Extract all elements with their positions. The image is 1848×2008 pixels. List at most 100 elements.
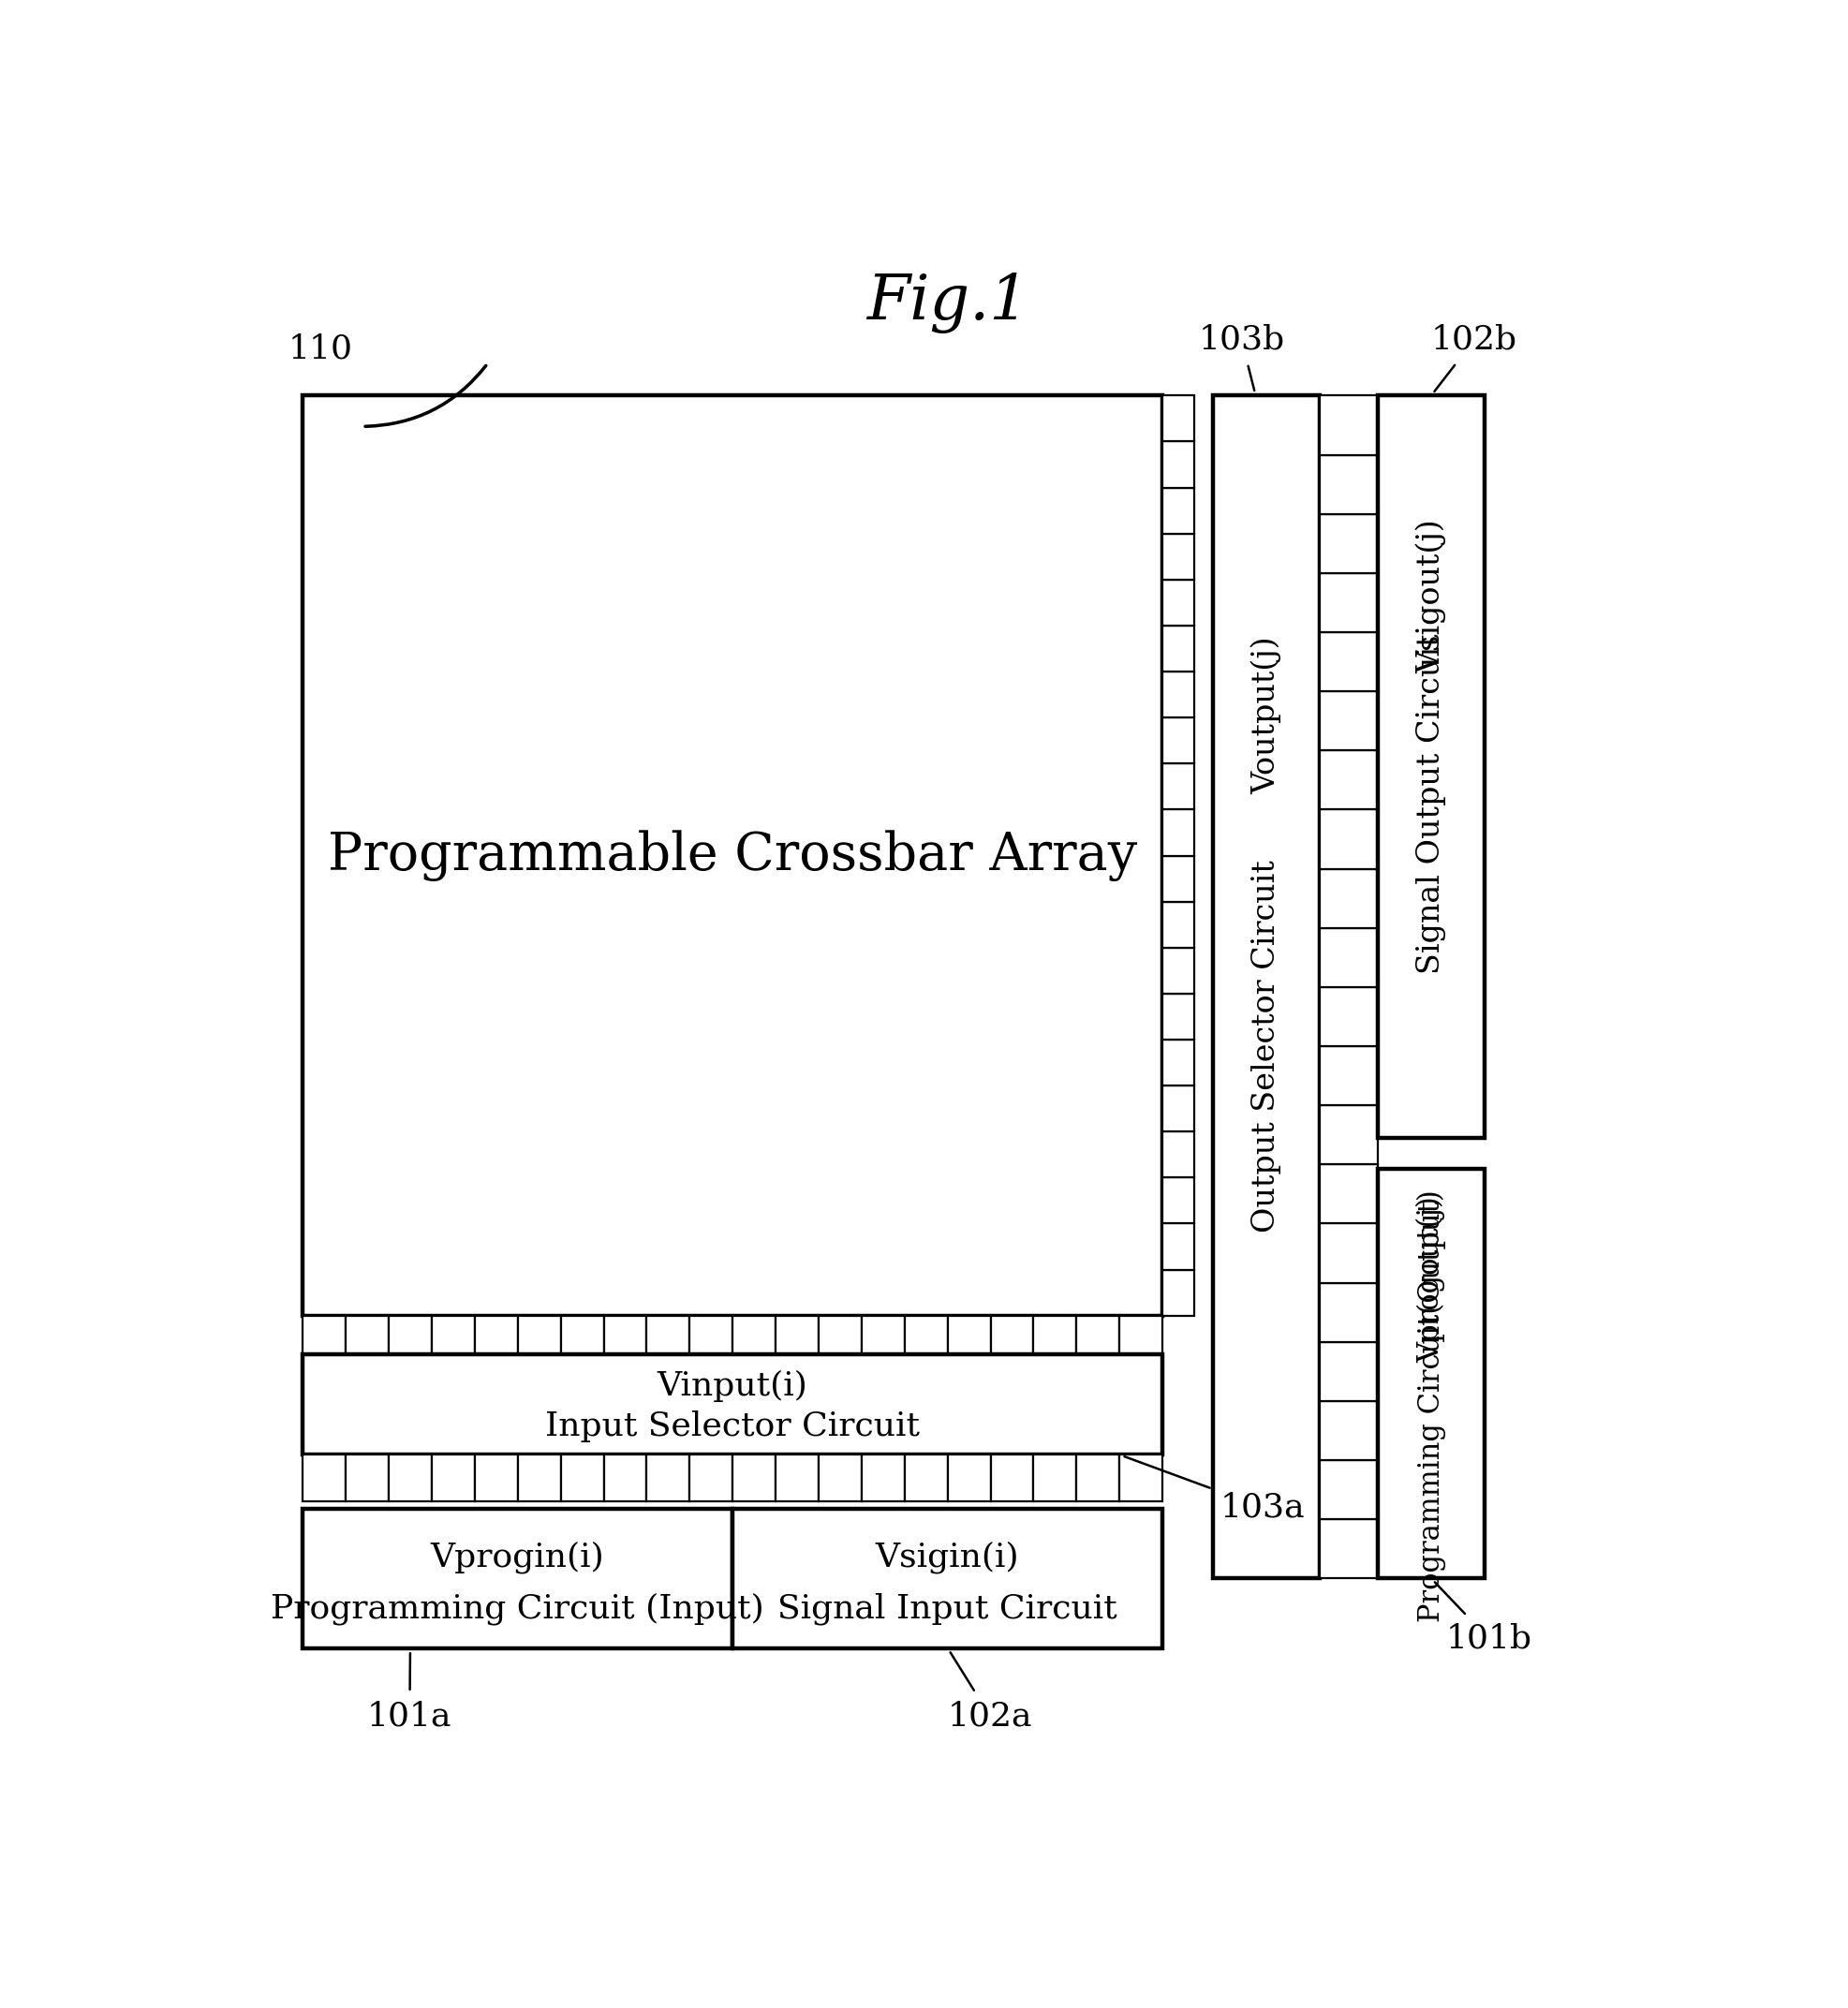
Bar	[1377, 396, 1484, 1139]
Text: Fig.1: Fig.1	[867, 273, 1027, 333]
Text: Vprogout(j): Vprogout(j)	[1416, 1197, 1445, 1363]
Bar	[346, 1315, 388, 1361]
Bar	[1162, 902, 1194, 948]
Text: Signal Input Circuit: Signal Input Circuit	[778, 1592, 1116, 1624]
Text: Programming Circuit (Input): Programming Circuit (Input)	[272, 1592, 763, 1624]
Bar	[647, 1454, 689, 1502]
Bar	[946, 1315, 991, 1361]
Bar	[1118, 1454, 1162, 1502]
Bar	[388, 1315, 432, 1361]
Bar	[1319, 1046, 1377, 1104]
Bar	[904, 1315, 948, 1361]
Bar	[1319, 928, 1377, 988]
Bar	[1319, 1283, 1377, 1341]
Text: 110: 110	[288, 333, 353, 365]
Bar	[1319, 454, 1377, 514]
Bar	[861, 1454, 904, 1502]
Bar	[1319, 1460, 1377, 1520]
Bar	[560, 1454, 602, 1502]
Bar	[303, 1508, 732, 1649]
Bar	[1319, 751, 1377, 809]
Bar	[1377, 1169, 1484, 1578]
Bar	[1162, 855, 1194, 902]
Bar	[1319, 572, 1377, 633]
Bar	[904, 1454, 948, 1502]
Bar	[1319, 1341, 1377, 1402]
Bar	[819, 1454, 861, 1502]
Bar	[774, 1315, 819, 1361]
Text: 103a: 103a	[1124, 1456, 1305, 1524]
Text: Signal Output Circuit: Signal Output Circuit	[1416, 633, 1445, 974]
Bar	[475, 1315, 517, 1361]
Bar	[991, 1454, 1033, 1502]
Bar	[1033, 1454, 1076, 1502]
Bar	[946, 1454, 991, 1502]
Bar	[346, 1454, 388, 1502]
Bar	[647, 1315, 689, 1361]
Bar	[819, 1315, 861, 1361]
Text: Vprogin(i): Vprogin(i)	[431, 1542, 604, 1574]
Text: Vsigin(i): Vsigin(i)	[876, 1542, 1018, 1574]
Bar	[1319, 633, 1377, 691]
Bar	[1319, 691, 1377, 751]
Bar	[1162, 442, 1194, 488]
Bar	[1162, 809, 1194, 855]
Text: Programming Circuit(Output): Programming Circuit(Output)	[1416, 1191, 1445, 1622]
Bar	[560, 1315, 602, 1361]
Bar	[1319, 1165, 1377, 1223]
Bar	[1319, 988, 1377, 1046]
Bar	[1162, 534, 1194, 580]
Bar	[388, 1454, 432, 1502]
Bar	[1162, 580, 1194, 626]
Bar	[1319, 1223, 1377, 1283]
Text: 102a: 102a	[948, 1653, 1031, 1731]
Bar	[1162, 1223, 1194, 1269]
Bar	[475, 1454, 517, 1502]
Bar	[1212, 396, 1319, 1578]
Bar	[1319, 1104, 1377, 1165]
Bar	[1319, 809, 1377, 869]
Bar	[1162, 717, 1194, 763]
Text: Programmable Crossbar Array: Programmable Crossbar Array	[327, 829, 1137, 882]
Bar	[1162, 1177, 1194, 1223]
Bar	[303, 1353, 1162, 1454]
Bar	[1162, 948, 1194, 994]
Bar	[1162, 671, 1194, 717]
Bar	[1076, 1454, 1120, 1502]
Bar	[1162, 1040, 1194, 1086]
Bar	[432, 1315, 475, 1361]
Bar	[1319, 1520, 1377, 1578]
Text: 101a: 101a	[368, 1653, 451, 1731]
Bar	[303, 1315, 346, 1361]
Text: Output Selector Circuit: Output Selector Circuit	[1251, 859, 1281, 1233]
Text: Input Selector Circuit: Input Selector Circuit	[545, 1412, 920, 1442]
Bar	[303, 1454, 346, 1502]
Text: Vsigout(j): Vsigout(j)	[1416, 518, 1445, 673]
Bar	[689, 1454, 732, 1502]
Bar	[1319, 514, 1377, 572]
Bar	[732, 1315, 776, 1361]
Bar	[517, 1454, 560, 1502]
Text: Voutput(j): Voutput(j)	[1251, 637, 1281, 793]
Bar	[732, 1508, 1162, 1649]
Text: 101b: 101b	[1434, 1582, 1530, 1655]
Bar	[517, 1315, 560, 1361]
Bar	[602, 1315, 647, 1361]
Bar	[1033, 1315, 1076, 1361]
Bar	[1162, 1269, 1194, 1315]
Bar	[1162, 994, 1194, 1040]
Bar	[432, 1454, 475, 1502]
Bar	[1118, 1315, 1162, 1361]
Bar	[1162, 626, 1194, 671]
Bar	[689, 1315, 732, 1361]
Bar	[303, 396, 1162, 1315]
Bar	[861, 1315, 904, 1361]
Text: Vinput(i): Vinput(i)	[658, 1369, 808, 1402]
Bar	[1162, 1086, 1194, 1133]
Bar	[1319, 396, 1377, 454]
Bar	[1162, 1133, 1194, 1177]
Text: 102b: 102b	[1430, 323, 1517, 392]
Bar	[1162, 396, 1194, 442]
Bar	[1076, 1315, 1120, 1361]
Bar	[1162, 488, 1194, 534]
